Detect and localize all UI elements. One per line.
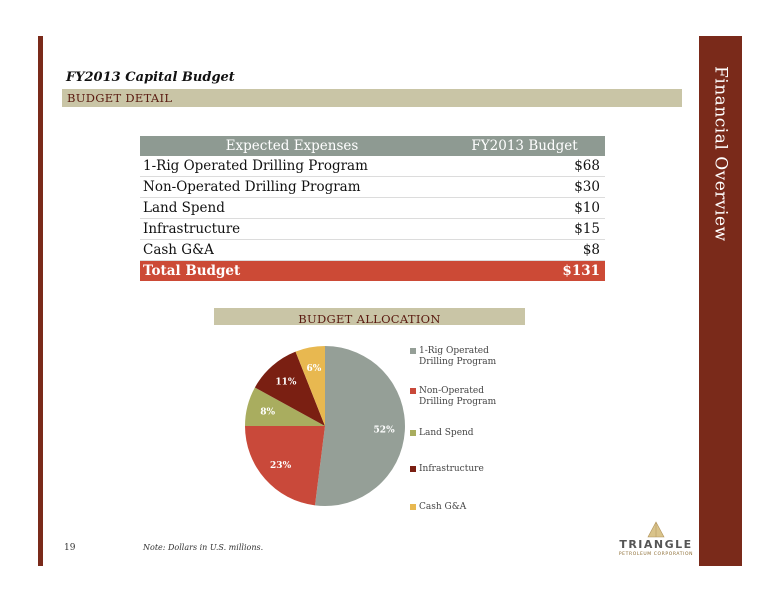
budget-detail-band: BUDGET DETAIL: [62, 89, 682, 107]
page-title: FY2013 Capital Budget: [66, 70, 235, 85]
budget-allocation-label: BUDGET ALLOCATION: [298, 312, 441, 326]
header-expected-expenses: Expected Expenses: [140, 136, 445, 156]
pie-slice-label: 6%: [306, 364, 321, 374]
row-label: Non-Operated Drilling Program: [140, 176, 445, 198]
page-number: 19: [64, 543, 76, 553]
row-label: Cash G&A: [140, 239, 445, 261]
legend-swatch: [410, 388, 416, 394]
side-section-title: Financial Overview: [710, 66, 731, 242]
row-label: Land Spend: [140, 197, 445, 219]
side-section-bar: Financial Overview: [699, 36, 742, 566]
legend-item: Cash G&A: [410, 502, 514, 513]
budget-detail-label: BUDGET DETAIL: [67, 91, 173, 105]
legend-label: 1-Rig Operated Drilling Program: [419, 346, 497, 367]
table-header-row: Expected Expenses FY2013 Budget: [140, 136, 605, 156]
legend-item: 1-Rig Operated Drilling Program: [410, 346, 514, 368]
row-value: $30: [444, 176, 605, 198]
table-row: Land Spend $10: [140, 197, 605, 219]
legend-label: Infrastructure: [419, 464, 484, 474]
row-value: $8: [444, 239, 605, 261]
table-row: Cash G&A $8: [140, 239, 605, 261]
legend-item: Land Spend: [410, 428, 514, 439]
legend-label: Cash G&A: [419, 502, 467, 512]
budget-table: Expected Expenses FY2013 Budget 1-Rig Op…: [140, 136, 605, 281]
row-label: 1-Rig Operated Drilling Program: [140, 156, 445, 177]
total-label: Total Budget: [140, 260, 445, 281]
legend-label: Non-Operated Drilling Program: [419, 386, 497, 407]
table-row: Non-Operated Drilling Program $30: [140, 176, 605, 198]
pie-slice: [245, 387, 325, 426]
pie-slice: [254, 351, 325, 426]
legend-swatch: [410, 504, 416, 510]
header-fy2013-budget: FY2013 Budget: [444, 136, 605, 156]
row-label: Infrastructure: [140, 218, 445, 240]
logo-triangle-icon: [647, 521, 665, 538]
legend-swatch: [410, 430, 416, 436]
row-value: $10: [444, 197, 605, 219]
left-accent-rule: [38, 36, 43, 566]
table-row: Infrastructure $15: [140, 218, 605, 240]
legend-label: Land Spend: [419, 428, 474, 438]
pie-slice-label: 52%: [374, 426, 396, 436]
logo-subtext: PETROLEUM CORPORATION: [618, 552, 694, 557]
footnote: Note: Dollars in U.S. millions.: [143, 543, 264, 552]
pie-slice-label: 8%: [260, 407, 275, 417]
allocation-pie-chart: 52% 23% 8% 11% 6%: [245, 346, 405, 506]
total-value: $131: [444, 260, 605, 281]
row-value: $68: [444, 156, 605, 177]
side-title-wrap: Financial Overview: [699, 36, 742, 566]
budget-allocation-band: BUDGET ALLOCATION: [214, 308, 525, 326]
logo-wordmark: TRIANGLE: [619, 538, 693, 551]
table-row: 1-Rig Operated Drilling Program $68: [140, 156, 605, 177]
pie-slice-label: 11%: [275, 378, 297, 388]
pie-slice: [245, 426, 325, 506]
pie-slice-label: 23%: [270, 461, 292, 471]
pie-slice: [295, 346, 325, 426]
company-logo: TRIANGLE PETROLEUM CORPORATION: [618, 520, 694, 564]
row-value: $15: [444, 218, 605, 240]
legend-swatch: [410, 348, 416, 354]
legend-item: Non-Operated Drilling Program: [410, 386, 514, 408]
legend-swatch: [410, 466, 416, 472]
total-row: Total Budget $131: [140, 260, 605, 281]
pie-slice: [314, 346, 405, 506]
legend-item: Infrastructure: [410, 464, 514, 475]
